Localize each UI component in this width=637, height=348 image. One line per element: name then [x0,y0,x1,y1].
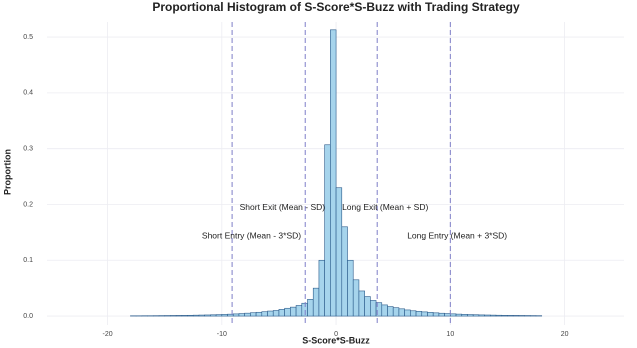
bar [295,305,303,317]
annotation: Short Entry (Mean - 3*SD) [202,231,301,241]
bar [381,304,388,317]
y-tick-label: 0.4 [23,90,33,97]
bar [512,315,520,317]
x-tick-label: 0 [334,331,338,338]
bar [250,312,257,317]
bar [170,315,177,317]
bar [215,314,223,317]
bar [335,187,343,317]
bar [352,279,360,317]
y-tick-label: 0.5 [23,34,33,41]
bar [467,314,474,317]
bar [210,314,217,317]
bar [181,315,188,317]
y-tick-label: 0.0 [23,313,33,320]
bar [238,313,245,317]
annotation: Long Exit (Mean + SD) [342,202,428,212]
bar [518,315,525,317]
bar [272,310,280,317]
bar [341,226,348,317]
bar [524,315,531,317]
bar [290,306,297,317]
x-tick-label: 20 [561,331,569,338]
bar [204,314,211,317]
bar [432,312,440,317]
bar [301,302,308,317]
bar [255,311,263,317]
y-tick-label: 0.3 [23,146,33,153]
y-tick-label: 0.2 [23,201,33,208]
bar [164,315,171,317]
chart-title: Proportional Histogram of S-Score*S-Buzz… [152,0,520,14]
bar [455,313,463,317]
bar [387,306,394,317]
bar [284,307,291,317]
bar [444,313,451,317]
y-axis-title: Proportion [2,149,12,195]
bar [347,259,354,317]
x-axis-title: S-Score*S-Buzz [302,335,370,345]
bar [421,311,428,317]
bar [312,287,320,317]
bar [221,314,228,317]
bar [232,313,240,317]
bar [398,308,405,317]
x-tick-label: -10 [217,331,227,338]
bar [324,144,331,317]
bar [478,314,485,317]
bar [461,314,468,317]
bar [307,299,314,317]
bar [318,259,325,317]
bar [192,314,200,317]
bar [187,314,194,317]
bar [438,312,445,317]
bar [392,307,400,317]
bar [358,290,365,317]
bar [450,313,457,317]
y-tick-label: 0.1 [23,257,33,264]
bar [507,315,514,317]
bar [484,314,491,317]
bar [404,309,411,317]
bar [495,314,503,317]
annotation: Long Entry (Mean + 3*SD) [407,231,507,241]
bar [415,311,423,317]
bar [501,315,508,317]
bar [472,314,480,317]
x-tick-label: 10 [446,331,454,338]
bar [267,310,274,317]
bar [370,300,377,317]
x-tick-label: -20 [102,331,112,338]
bar [427,312,434,317]
bar [175,315,183,317]
bar [198,314,205,317]
bar [364,296,371,317]
annotation: Short Exit (Mean - SD) [240,202,326,212]
bar [244,312,251,317]
bar [278,309,285,317]
bar [330,29,337,317]
bar [261,311,268,317]
bar [410,310,417,317]
bar [490,314,497,317]
